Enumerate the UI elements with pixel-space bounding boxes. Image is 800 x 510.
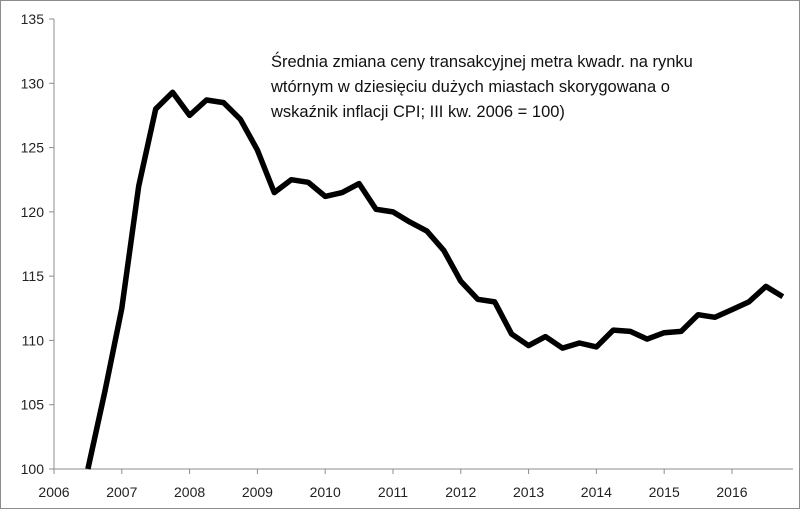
- y-tick-label: 125: [21, 140, 45, 156]
- y-tick-label: 110: [22, 332, 45, 348]
- axes: [49, 18, 793, 474]
- x-tick-label: 2011: [378, 484, 408, 500]
- title-line-3: wskaźnik inflacji CPI; III kw. 2006 = 10…: [270, 103, 565, 121]
- x-tick-label: 2014: [581, 484, 612, 500]
- y-tick-label: 115: [22, 268, 45, 284]
- y-tick-label: 135: [21, 11, 45, 27]
- x-tick-label: 2008: [174, 484, 205, 500]
- x-tick-label: 2010: [310, 484, 341, 500]
- x-tick-label: 2007: [106, 484, 137, 500]
- y-tick-label: 100: [21, 461, 45, 477]
- series-layer: [85, 89, 785, 470]
- x-tick-label: 2006: [38, 484, 69, 500]
- x-tick-label: 2016: [716, 484, 747, 500]
- y-tick-label: 105: [21, 397, 45, 413]
- y-tick-label: 130: [21, 75, 45, 91]
- x-tick-label: 2015: [649, 484, 680, 500]
- x-tick-label: 2013: [513, 484, 544, 500]
- x-tick-label: 2009: [242, 484, 273, 500]
- title-line-1: Średnia zmiana ceny transakcyjnej metra …: [271, 52, 693, 71]
- chart-title: Średnia zmiana ceny transakcyjnej metra …: [270, 52, 693, 121]
- tick-labels: 100 105 110 115 120 125 130 135 2006 2007 2008 2009…: [21, 11, 748, 500]
- x-tick-label: 2012: [445, 484, 476, 500]
- y-tick-label: 120: [21, 204, 45, 220]
- series-line: [85, 89, 785, 470]
- title-line-2: wtórnym w dziesięciu dużych miastach sko…: [270, 78, 670, 96]
